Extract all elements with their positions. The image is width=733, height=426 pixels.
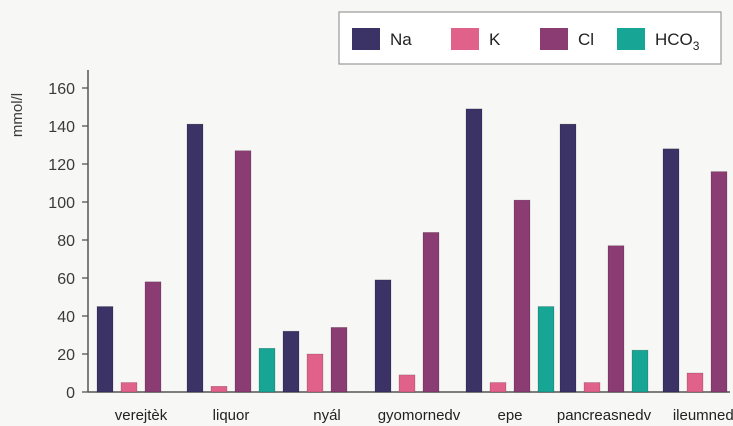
x-tick-label: liquor	[213, 407, 250, 424]
bar-k-6	[686, 372, 704, 393]
y-tick-label: 60	[57, 271, 75, 288]
bar-na-0	[96, 306, 114, 393]
legend-swatch-cl	[540, 28, 568, 50]
bar-cl-0	[144, 281, 162, 393]
bar-k-0	[120, 382, 138, 393]
bar-hco3-4	[537, 306, 555, 393]
y-axis-label: mmol/l	[9, 93, 26, 137]
axes: 0 20 40 60 80 100 120 140 160	[48, 70, 730, 402]
bar-cl-1	[234, 150, 252, 393]
bar-k-4	[489, 382, 507, 393]
legend-label-cl: Cl	[578, 30, 594, 49]
y-tick-label: 140	[48, 119, 75, 136]
legend-label-hco3: HCO3	[655, 30, 700, 53]
bar-na-3	[374, 279, 392, 393]
bar-hco3-1	[258, 347, 276, 393]
x-tick-label: ileumnedv	[673, 407, 733, 424]
y-tick-label: 120	[48, 157, 75, 174]
bar-na-4	[465, 108, 483, 393]
bars	[96, 108, 728, 393]
bar-k-5	[583, 382, 601, 393]
bar-k-3	[398, 374, 416, 393]
legend-swatch-hco3	[617, 28, 645, 50]
bar-na-2	[282, 330, 300, 393]
x-tick-label: epe	[497, 407, 522, 424]
legend-subscript: 3	[693, 39, 700, 53]
legend-label-na: Na	[390, 30, 412, 49]
legend-swatch-k	[451, 28, 479, 50]
y-tick-label: 40	[57, 309, 75, 326]
bar-na-5	[559, 123, 577, 393]
x-tick-label: verejtèk	[115, 407, 168, 424]
bar-cl-4	[513, 199, 531, 393]
legend-label-k: K	[489, 30, 501, 49]
legend-box	[338, 11, 722, 65]
bar-na-6	[662, 148, 680, 393]
y-tick-label: 20	[57, 347, 75, 364]
y-tick-label: 160	[48, 81, 75, 98]
x-tick-label: gyomornedv	[378, 407, 461, 424]
legend-swatch-na	[352, 28, 380, 50]
bar-cl-6	[710, 171, 728, 393]
bar-k-1	[210, 385, 228, 393]
x-tick-label: nyál	[313, 407, 341, 424]
bar-k-2	[306, 353, 324, 393]
x-tick-label: pancreasnedv	[557, 407, 652, 424]
category-labels: verejtèk liquor nyál gyomornedv epe pancreasn…	[115, 407, 733, 424]
bar-hco3-5	[631, 349, 649, 393]
bar-na-1	[186, 123, 204, 393]
bar-cl-5	[607, 245, 625, 393]
y-tick-label: 100	[48, 195, 75, 212]
y-tick-label: 0	[66, 385, 75, 402]
bar-cl-2	[330, 327, 348, 393]
y-tick-label: 80	[57, 233, 75, 250]
bar-cl-3	[422, 232, 440, 393]
legend: Na K Cl HCO3	[338, 11, 722, 65]
